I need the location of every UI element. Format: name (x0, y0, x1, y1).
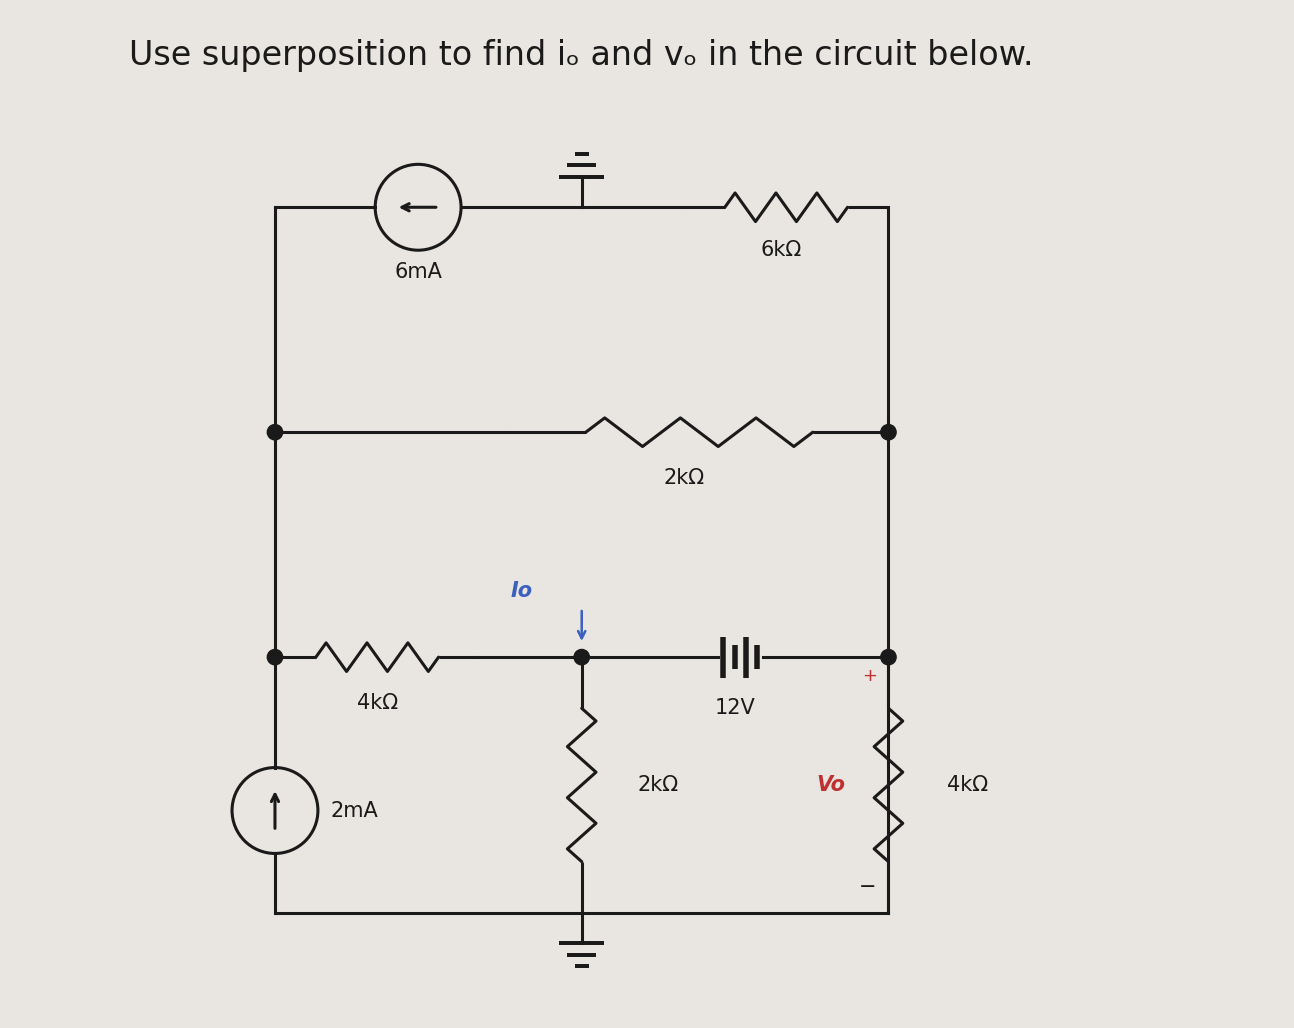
Circle shape (881, 425, 897, 440)
Text: 6mA: 6mA (395, 262, 443, 283)
Text: 4kΩ: 4kΩ (947, 775, 987, 795)
Text: 2mA: 2mA (330, 801, 378, 820)
Text: −: − (859, 877, 877, 897)
Text: 6kΩ: 6kΩ (761, 240, 802, 260)
Text: Vo: Vo (817, 775, 845, 795)
Text: 2kΩ: 2kΩ (638, 775, 679, 795)
Text: +: + (863, 666, 877, 685)
Text: Io: Io (511, 581, 533, 601)
Text: 4kΩ: 4kΩ (357, 693, 397, 713)
Text: Use superposition to find iₒ and vₒ in the circuit below.: Use superposition to find iₒ and vₒ in t… (129, 39, 1034, 72)
Text: 12V: 12V (714, 698, 756, 718)
Text: 2kΩ: 2kΩ (664, 468, 704, 488)
Circle shape (881, 650, 897, 665)
Circle shape (268, 650, 282, 665)
Circle shape (575, 650, 589, 665)
Circle shape (268, 425, 282, 440)
